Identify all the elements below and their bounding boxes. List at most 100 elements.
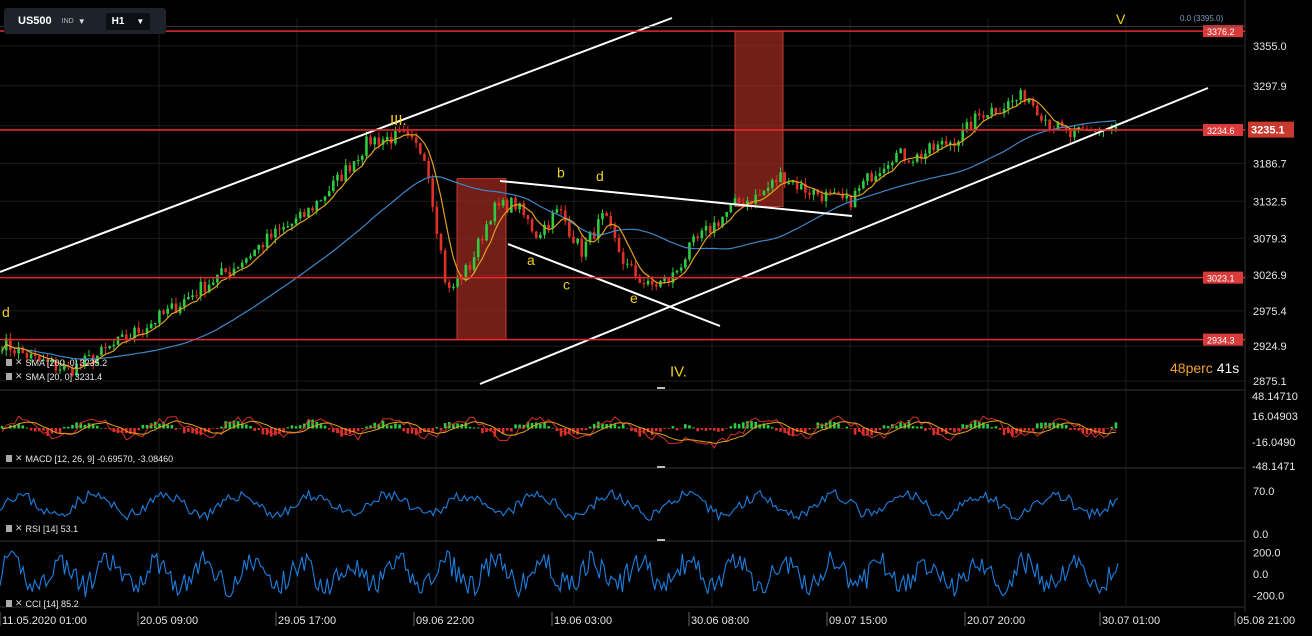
price-tick: 2975.4 <box>1253 306 1287 318</box>
macd-bar <box>129 428 132 434</box>
rsi-label: RSI [14] 53.1 <box>25 523 79 534</box>
macd-bar <box>692 427 695 429</box>
macd-bar <box>75 422 78 429</box>
candle-body <box>187 296 190 300</box>
macd-bar <box>91 423 95 429</box>
candle-body <box>398 130 401 132</box>
macd-bar <box>439 428 443 430</box>
macd-bar <box>414 428 418 436</box>
candle-body <box>261 245 265 248</box>
macd-bar <box>613 424 617 429</box>
macd-bar <box>986 423 989 429</box>
macd-bar <box>274 428 277 436</box>
candle-body <box>613 225 617 238</box>
macd-bar <box>158 423 161 429</box>
candle-body <box>402 131 406 133</box>
candle-body <box>58 369 62 371</box>
candle-body <box>340 174 343 182</box>
macd-bar <box>762 423 766 429</box>
macd-bar <box>526 421 530 429</box>
candle-body <box>1023 90 1027 103</box>
time-tick: 29.05 17:00 <box>278 615 336 627</box>
macd-bar <box>472 427 476 429</box>
candle-body <box>820 194 824 202</box>
candle-body <box>891 162 894 166</box>
macd-bar <box>373 422 377 429</box>
cci-line <box>0 549 1119 599</box>
symbol-toolbar[interactable]: US500 IND ▼ H1 ▼ <box>4 8 166 34</box>
sma200-legend[interactable]: ✕ SMA [200, 0] 3235.2 <box>6 357 107 368</box>
current-price-label: 3235.1 <box>1251 125 1285 137</box>
candle-body <box>824 191 828 202</box>
macd-bar <box>799 428 803 433</box>
macd-bar <box>464 422 468 429</box>
level-label: 3234.6 <box>1207 126 1235 136</box>
candle-body <box>886 165 890 169</box>
candle-body <box>1073 130 1076 138</box>
candle-body <box>1044 119 1047 121</box>
close-icon[interactable]: ✕ <box>15 357 23 367</box>
macd-bar <box>170 425 174 429</box>
candle-body <box>679 267 683 271</box>
macd-bar <box>137 428 141 431</box>
rsi-legend[interactable]: ✕ RSI [14] 53.1 <box>6 523 78 534</box>
macd-bar <box>543 422 546 429</box>
timeframe-select[interactable]: H1 ▼ <box>105 12 151 30</box>
candle-body <box>1035 105 1039 116</box>
macd-bar <box>468 427 472 429</box>
macd-bar <box>332 428 335 433</box>
close-icon[interactable]: ✕ <box>15 598 23 608</box>
candle-body <box>928 143 931 154</box>
cci-tick: -200.0 <box>1253 590 1284 602</box>
candle-body <box>1085 128 1089 130</box>
macd-bar <box>133 428 136 435</box>
candle-body <box>211 282 215 285</box>
macd-bar <box>83 424 87 429</box>
candle-body <box>915 154 919 162</box>
macd-bar <box>216 428 219 430</box>
macd-bar <box>460 424 463 429</box>
candle-body <box>13 350 16 354</box>
chevron-down-icon[interactable]: ▼ <box>77 16 86 26</box>
macd-bar <box>166 424 169 429</box>
candle-body <box>54 360 58 371</box>
close-icon[interactable]: ✕ <box>15 453 23 463</box>
candle-body <box>605 213 608 217</box>
macd-bar <box>812 427 815 429</box>
candle-body <box>365 136 368 156</box>
cci-legend[interactable]: ✕ CCI [14] 85.2 <box>6 598 79 609</box>
candle-body <box>683 259 687 268</box>
macd-bar <box>915 426 919 429</box>
macd-bar <box>932 428 936 436</box>
time-tick: 20.07 20:00 <box>967 615 1025 627</box>
time-tick: 11.05.2020 01:00 <box>2 615 87 627</box>
macd-bar <box>882 425 886 429</box>
macd-bar <box>621 424 625 429</box>
macd-bar <box>998 428 1002 430</box>
macd-bar <box>33 428 37 432</box>
candle-body <box>369 136 372 145</box>
level-label: 3023.1 <box>1207 274 1235 284</box>
sma20-legend[interactable]: ✕ SMA [20, 0] 3231.4 <box>6 371 102 382</box>
candle-body <box>812 189 815 195</box>
close-icon[interactable]: ✕ <box>15 523 23 533</box>
macd-bar <box>162 421 165 429</box>
candle-body <box>489 221 492 225</box>
candle-body <box>708 225 712 234</box>
macd-bar <box>1064 424 1068 429</box>
macd-legend[interactable]: ✕ MACD [12, 26, 9] -0.69570, -3.08460 <box>6 453 173 464</box>
symbol-name[interactable]: US500 <box>18 15 52 27</box>
indicator-icon <box>6 359 12 366</box>
indicator-icon <box>6 455 12 462</box>
close-icon[interactable]: ✕ <box>15 371 23 381</box>
candle-body <box>1015 99 1018 101</box>
macd-bar <box>365 426 368 429</box>
candle-body <box>783 172 786 185</box>
candle-body <box>717 222 720 227</box>
candle-body <box>857 188 861 191</box>
macd-bar <box>178 427 182 429</box>
candle-body <box>584 241 588 257</box>
macd-bar <box>733 423 737 429</box>
macd-bar <box>1040 422 1043 429</box>
